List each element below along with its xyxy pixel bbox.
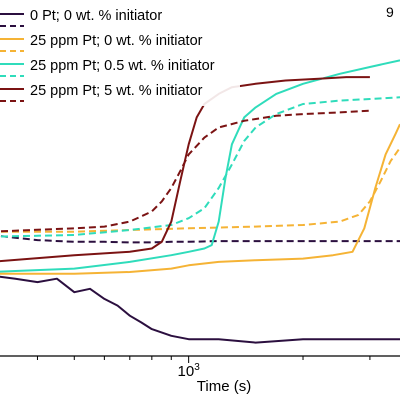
series-line-6-dashed [0,109,370,233]
series-line-0-dashed [0,235,400,244]
series-line-5-solid [0,59,400,273]
legend-entry-3: 25 ppm Pt; 5 wt. % initiator [30,83,203,99]
legend: 0 Pt; 0 wt. % initiator 25 ppm Pt; 0 wt. … [0,2,240,106]
series-line-7-solid [0,76,370,263]
series-layer [0,59,400,344]
legend-entry-2: 25 ppm Pt; 0.5 wt. % initiator [30,58,215,74]
legend-entry-1: 25 ppm Pt; 0 wt. % initiator [30,33,203,49]
series-line-2-dashed [0,147,400,233]
legend-background [0,2,240,106]
series-line-4-dashed [0,96,400,238]
series-line-1-solid [0,275,400,344]
x-axis-label: Time (s) [197,378,251,395]
corner-label: 9 [386,4,394,20]
x-tick-label-0: 103 [178,362,201,380]
series-line-3-solid [0,123,400,275]
legend-entry-0: 0 Pt; 0 wt. % initiator [30,8,162,24]
x-ticks: 103 [36,356,371,380]
